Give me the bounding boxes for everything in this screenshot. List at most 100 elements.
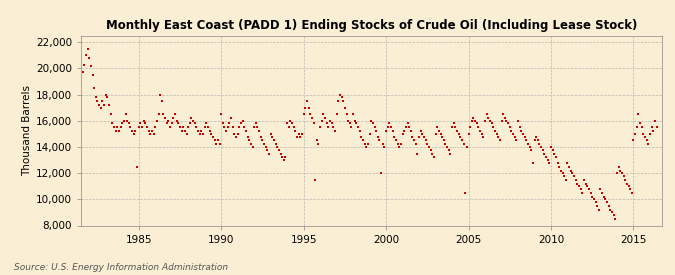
Point [394, 145, 405, 149]
Point [105, 112, 116, 117]
Point [333, 99, 344, 103]
Point [443, 147, 454, 152]
Point [580, 182, 591, 186]
Point [207, 134, 218, 139]
Point [483, 116, 493, 120]
Point [527, 161, 538, 165]
Point [440, 142, 451, 147]
Point [201, 121, 212, 126]
Point [300, 106, 310, 110]
Point [583, 187, 594, 191]
Point [541, 155, 551, 160]
Point [132, 164, 142, 169]
Point [285, 119, 296, 123]
Point [262, 147, 273, 152]
Point [622, 182, 632, 186]
Point [351, 121, 362, 126]
Point [473, 125, 484, 130]
Point [254, 129, 265, 133]
Point [410, 142, 421, 147]
Point [625, 187, 636, 191]
Point [232, 132, 243, 136]
Point [202, 125, 213, 130]
Point [97, 99, 108, 103]
Point [458, 142, 469, 147]
Point [559, 174, 570, 178]
Point [217, 121, 228, 126]
Point [648, 129, 659, 133]
Point [255, 134, 266, 139]
Point [645, 132, 655, 136]
Point [468, 116, 479, 120]
Point [128, 132, 139, 136]
Point [344, 121, 355, 126]
Point [433, 129, 444, 133]
Point [367, 121, 378, 126]
Point [273, 147, 284, 152]
Point [231, 134, 242, 139]
Point [264, 151, 275, 156]
Point [275, 151, 286, 156]
Point [638, 132, 649, 136]
Point [504, 125, 515, 130]
Point [79, 62, 90, 67]
Point [292, 134, 302, 139]
Point [570, 177, 581, 182]
Point [364, 132, 375, 136]
Point [321, 121, 332, 126]
Point [161, 121, 172, 126]
Point [485, 119, 495, 123]
Point [634, 121, 645, 126]
Point [284, 125, 294, 130]
Point [450, 125, 461, 130]
Point [102, 95, 113, 100]
Point [615, 168, 626, 173]
Point [477, 132, 487, 136]
Point [115, 125, 126, 130]
Point [651, 125, 662, 130]
Point [247, 145, 258, 149]
Point [270, 142, 281, 147]
Point [227, 125, 238, 130]
Point [331, 112, 342, 117]
Point [288, 125, 299, 130]
Point [539, 151, 550, 156]
Point [475, 129, 485, 133]
Point [246, 142, 256, 147]
Point [281, 121, 292, 126]
Point [249, 125, 260, 130]
Point [219, 125, 230, 130]
Point [430, 132, 441, 136]
Point [135, 121, 146, 126]
Point [369, 125, 380, 130]
Point [526, 147, 537, 152]
Point [107, 121, 117, 126]
Point [493, 134, 504, 139]
Point [346, 125, 357, 130]
Point [452, 129, 462, 133]
Point [77, 70, 88, 75]
Point [298, 112, 309, 117]
Point [122, 119, 132, 123]
Point [554, 164, 565, 169]
Point [89, 86, 100, 90]
Point [518, 132, 529, 136]
Point [421, 138, 431, 143]
Point [252, 125, 263, 130]
Point [244, 138, 254, 143]
Point [384, 121, 395, 126]
Point [630, 132, 641, 136]
Point [511, 138, 522, 143]
Point [481, 112, 492, 117]
Point [225, 116, 236, 120]
Point [267, 134, 277, 139]
Point [549, 151, 560, 156]
Point [186, 116, 197, 120]
Point [414, 134, 425, 139]
Point [184, 121, 195, 126]
Point [86, 64, 97, 68]
Point [171, 119, 182, 123]
Point [516, 129, 526, 133]
Point [272, 145, 283, 149]
Point [435, 132, 446, 136]
